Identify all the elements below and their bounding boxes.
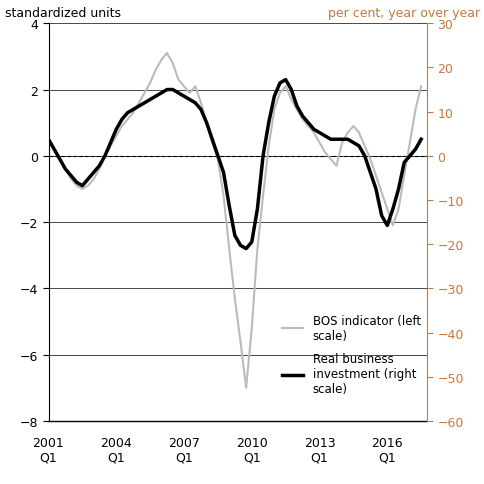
- Text: Q1: Q1: [107, 451, 125, 464]
- Legend: BOS indicator (left
scale), Real business
investment (right
scale): BOS indicator (left scale), Real busines…: [282, 314, 420, 395]
- Text: 2013: 2013: [303, 436, 334, 449]
- Text: per cent, year over year: per cent, year over year: [327, 7, 479, 20]
- Text: Q1: Q1: [242, 451, 260, 464]
- Text: 2001: 2001: [32, 436, 64, 449]
- Text: Q1: Q1: [378, 451, 395, 464]
- Text: 2010: 2010: [235, 436, 267, 449]
- Text: Q1: Q1: [310, 451, 328, 464]
- Text: 2016: 2016: [371, 436, 402, 449]
- Text: Q1: Q1: [40, 451, 57, 464]
- Text: 2004: 2004: [100, 436, 132, 449]
- Text: standardized units: standardized units: [5, 7, 121, 20]
- Text: 2007: 2007: [168, 436, 199, 449]
- Text: Q1: Q1: [175, 451, 193, 464]
